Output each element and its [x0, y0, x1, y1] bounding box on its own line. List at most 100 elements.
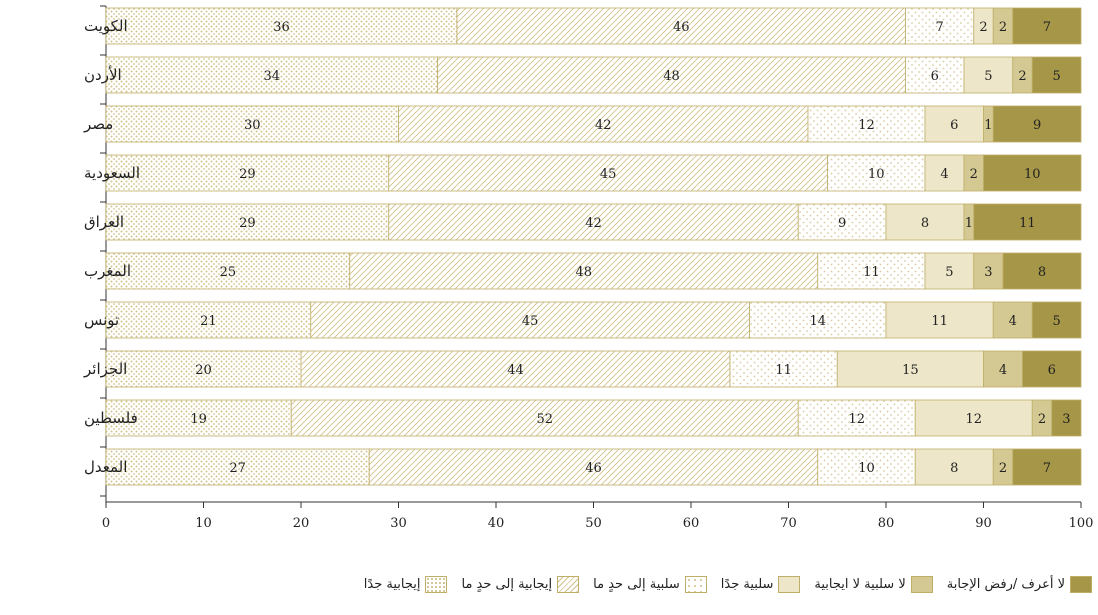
data-label: 29 [239, 216, 256, 231]
data-label: 5 [984, 69, 992, 84]
data-label: 20 [195, 363, 212, 378]
bar-segment [388, 203, 799, 241]
data-label: 8 [1038, 265, 1046, 280]
bar-segment [924, 105, 984, 143]
category-label: الجزائر [83, 360, 127, 378]
x-tick-label: 0 [102, 516, 110, 531]
legend-item: إيجابية جدًا [364, 576, 448, 593]
legend-swatch [684, 576, 707, 593]
legend-label: سلبية جدًا [720, 577, 774, 592]
category-label: تونس [84, 311, 119, 329]
legend-label: إيجابية جدًا [363, 577, 421, 592]
bar-segment [105, 154, 390, 192]
bar-segment [105, 7, 458, 45]
bar-segment [1031, 56, 1082, 94]
data-label: 3 [984, 265, 992, 280]
data-label: 25 [220, 265, 237, 280]
bar-segment [105, 350, 302, 388]
bar-segment [290, 399, 799, 437]
data-label: 27 [229, 461, 246, 476]
bar-segment [105, 105, 399, 143]
x-tick-label: 20 [293, 516, 310, 531]
data-label: 14 [809, 314, 826, 329]
data-label: 10 [858, 461, 875, 476]
bar-segment [914, 448, 994, 486]
data-label: 21 [200, 314, 217, 329]
data-label: 29 [239, 167, 256, 182]
legend-swatch [1070, 576, 1092, 593]
bar-segment [437, 56, 906, 94]
category-label: الكويت [84, 17, 128, 35]
data-label: 42 [595, 118, 612, 133]
category-label: مصر [83, 115, 113, 133]
data-label: 34 [263, 69, 280, 84]
data-label: 1 [965, 216, 973, 231]
data-label: 11 [1019, 216, 1036, 231]
data-label: 6 [950, 118, 958, 133]
x-tick-label: 70 [780, 516, 797, 531]
bar-segment [1022, 350, 1082, 388]
bars-layer [105, 7, 1082, 486]
legend: لا أعرف /رفض الإجابة لا سلبية لا ايجابية س… [0, 576, 1098, 606]
data-label: 12 [965, 412, 982, 427]
bar-segment [1002, 252, 1082, 290]
legend-label: سلبية إلى حدٍ ما [593, 577, 680, 592]
bar-segment [300, 350, 731, 388]
bar-segment [1051, 399, 1082, 437]
bar-segment [1031, 301, 1082, 339]
data-label: 9 [1033, 118, 1041, 133]
legend-swatch [425, 576, 448, 593]
data-label: 5 [1052, 69, 1060, 84]
category-label: فلسطين [84, 409, 138, 427]
legend-item: لا أعرف /رفض الإجابة [947, 576, 1092, 593]
bar-segment [310, 301, 750, 339]
bar-segment [983, 154, 1082, 192]
bar-segment [836, 350, 984, 388]
data-label: 44 [507, 363, 524, 378]
bar-segment [797, 203, 887, 241]
data-label: 4 [1009, 314, 1017, 329]
data-label: 30 [244, 118, 261, 133]
data-label: 2 [999, 461, 1007, 476]
legend-item: سلبية جدًا [721, 576, 801, 593]
data-label: 6 [1048, 363, 1056, 378]
data-label: 48 [663, 69, 680, 84]
data-label: 2 [979, 20, 987, 35]
data-label: 7 [935, 20, 943, 35]
x-tick-label: 10 [195, 516, 212, 531]
x-tick-label: 40 [488, 516, 505, 531]
bar-segment [456, 7, 906, 45]
labels-layer: الكويت الأردن مصر السعودية العراق المغرب تونس ا… [83, 17, 1093, 531]
category-label: السعودية [84, 164, 140, 182]
data-label: 2 [1038, 412, 1046, 427]
legend-item: إيجابية إلى حدٍ ما [461, 576, 580, 593]
x-tick-label: 90 [975, 516, 992, 531]
data-label: 3 [1062, 412, 1070, 427]
data-label: 10 [1024, 167, 1041, 182]
bar-segment [992, 105, 1082, 143]
legend-swatch [910, 576, 933, 593]
data-label: 19 [190, 412, 207, 427]
bar-segment [797, 399, 916, 437]
data-label: 4 [940, 167, 948, 182]
bar-segment [105, 56, 438, 94]
data-label: 46 [585, 461, 602, 476]
data-label: 2 [970, 167, 978, 182]
data-label: 11 [931, 314, 948, 329]
data-label: 2 [999, 20, 1007, 35]
data-label: 45 [522, 314, 539, 329]
category-label: العراق [84, 213, 124, 231]
bar-segment [905, 56, 965, 94]
data-label: 9 [838, 216, 846, 231]
data-label: 5 [945, 265, 953, 280]
data-label: 7 [1043, 20, 1051, 35]
legend-label: إيجابية إلى حدٍ ما [461, 577, 553, 592]
data-label: 10 [868, 167, 885, 182]
data-label: 15 [902, 363, 919, 378]
bar-segment [105, 301, 312, 339]
bar-segment [905, 7, 975, 45]
legend-label: لا سلبية لا ايجابية [814, 577, 906, 592]
bar-segment [398, 105, 809, 143]
bar-segment [827, 154, 926, 192]
data-label: 6 [931, 69, 939, 84]
